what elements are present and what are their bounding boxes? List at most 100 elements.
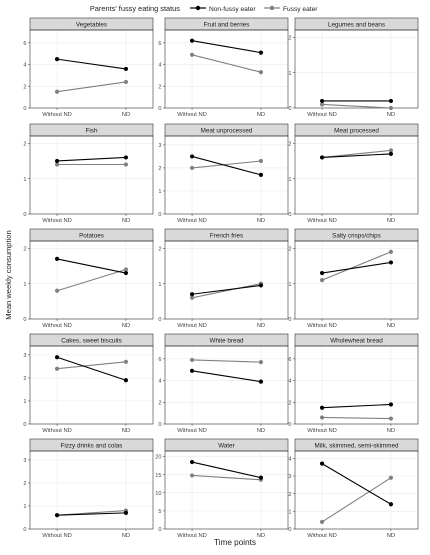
- data-point-non-fussy-nd: [388, 402, 394, 407]
- data-point-non-fussy-nd: [123, 155, 129, 160]
- data-point-non-fussy-without-nd: [319, 155, 325, 160]
- y-tick-label: 0: [288, 106, 291, 112]
- series-line-fussy: [56, 268, 127, 292]
- x-tick-label: ND: [257, 428, 265, 434]
- y-tick-label: 2: [288, 141, 291, 147]
- data-point-non-fussy-nd: [388, 502, 394, 507]
- panel-wholewheat-bread: Wholewheat bread 0 2 4 6 Without ND ND: [288, 333, 419, 434]
- legend-title: Parents' fussy eating status: [90, 4, 180, 13]
- series-line-non-fussy: [321, 261, 392, 274]
- data-point-non-fussy-nd: [258, 172, 264, 177]
- series-line-fussy: [321, 251, 392, 281]
- x-tick-label: ND: [387, 112, 395, 118]
- panel-meat-unprocessed: Meat unprocessed 0 1 2 3 Without ND ND: [158, 123, 289, 224]
- data-point-non-fussy-without-nd: [319, 98, 325, 104]
- data-point-fussy-nd: [123, 359, 129, 364]
- y-tick-label: 2: [288, 35, 291, 41]
- facet-panels: Vegetables 0 2 4 6 Without ND ND Fruit and berr…: [23, 17, 419, 539]
- panel-potatoes: Potatoes 0 1 2 Without ND ND: [23, 228, 154, 329]
- data-point-fussy-nd: [388, 105, 394, 111]
- x-tick-label: Without ND: [177, 218, 207, 224]
- panel-white-bread: White bread 0 2 4 6 Without ND ND: [158, 333, 289, 434]
- y-tick-label: 6: [158, 357, 161, 363]
- x-tick-label: ND: [387, 428, 395, 434]
- y-tick-label: 2: [158, 400, 161, 406]
- y-tick-label: 3: [23, 353, 26, 359]
- data-point-non-fussy-without-nd: [54, 513, 60, 518]
- data-point-fussy-without-nd: [189, 165, 195, 171]
- legend-label-fussy: Fussy eater: [283, 6, 318, 13]
- panel-title: Water: [218, 443, 235, 450]
- y-tick-label: 2: [288, 492, 291, 498]
- y-tick-label: 1: [288, 282, 291, 288]
- data-point-fussy-nd: [258, 158, 264, 164]
- x-tick-label: Without ND: [42, 428, 72, 434]
- y-tick-label: 0: [158, 106, 161, 112]
- series-line-non-fussy: [56, 356, 127, 381]
- x-tick-label: ND: [387, 323, 395, 329]
- y-tick-label: 0: [158, 317, 161, 323]
- y-tick-label: 0: [158, 422, 161, 428]
- data-point-fussy-nd: [123, 267, 129, 272]
- panel-title: Vegetables: [76, 22, 107, 29]
- series-line-fussy: [57, 361, 126, 370]
- y-tick-label: 2: [23, 246, 26, 252]
- y-tick-label: 4: [158, 63, 161, 69]
- data-point-non-fussy-without-nd: [54, 57, 60, 62]
- panel-border: [294, 345, 419, 425]
- x-tick-label: Without ND: [177, 428, 207, 434]
- data-point-non-fussy-without-nd: [189, 459, 195, 465]
- series-line-non-fussy: [191, 370, 262, 383]
- panel-title: Fizzy drinks and colas: [61, 443, 123, 450]
- panel-fish: Fish 0 1 2 Without ND ND: [23, 123, 154, 224]
- y-tick-label: 0: [288, 422, 291, 428]
- y-tick-label: 0: [23, 106, 26, 112]
- panel-title: Fruit and berries: [204, 22, 250, 29]
- series-line-non-fussy: [57, 156, 126, 162]
- panel-border: [164, 135, 289, 215]
- panel-border: [294, 29, 419, 109]
- x-tick-label: Without ND: [42, 323, 72, 329]
- x-tick-label: ND: [122, 218, 130, 224]
- y-tick-label: 2: [158, 166, 161, 172]
- legend: Parents' fussy eating status Non-fussy e…: [90, 4, 318, 13]
- panel-border: [164, 240, 289, 320]
- y-tick-label: 0: [158, 212, 161, 218]
- panel-border: [164, 450, 289, 530]
- y-tick-label: 6: [158, 41, 161, 47]
- y-tick-label: 0: [288, 317, 291, 323]
- data-point-fussy-without-nd: [189, 52, 195, 57]
- panel-meat-processed: Meat processed 0 1 2 Without ND ND: [288, 123, 419, 224]
- y-tick-label: 1: [158, 282, 161, 288]
- panel-border: [164, 345, 289, 425]
- y-tick-label: 2: [158, 246, 161, 252]
- panel-title: Potatoes: [79, 233, 104, 240]
- y-tick-label: 1: [288, 177, 291, 183]
- series-line-non-fussy: [191, 155, 262, 176]
- series-line-fussy: [322, 149, 391, 158]
- x-tick-label: ND: [122, 323, 130, 329]
- y-tick-label: 6: [23, 41, 26, 47]
- data-point-non-fussy-without-nd: [54, 256, 60, 262]
- series-line-fussy: [192, 474, 261, 481]
- data-point-fussy-without-nd: [319, 519, 325, 525]
- series-line-non-fussy: [191, 40, 262, 54]
- x-tick-label: ND: [257, 533, 265, 539]
- data-point-non-fussy-nd: [123, 510, 129, 515]
- series-line-fussy: [192, 160, 261, 169]
- series-line-non-fussy: [56, 258, 127, 274]
- panel-title: White bread: [210, 338, 244, 345]
- data-point-fussy-nd: [123, 79, 129, 85]
- data-point-fussy-without-nd: [319, 415, 325, 420]
- series-line-non-fussy: [57, 512, 126, 516]
- data-point-fussy-nd: [123, 162, 129, 167]
- y-tick-label: 4: [23, 63, 26, 69]
- panel-french-fries: French fries 0 1 2 Without ND ND: [158, 228, 289, 329]
- y-tick-label: 3: [158, 143, 161, 149]
- y-tick-label: 3: [23, 458, 26, 464]
- y-tick-label: 1: [288, 71, 291, 77]
- data-point-non-fussy-without-nd: [319, 270, 325, 276]
- legend-label-non-fussy: Non-fussy eater: [209, 6, 256, 13]
